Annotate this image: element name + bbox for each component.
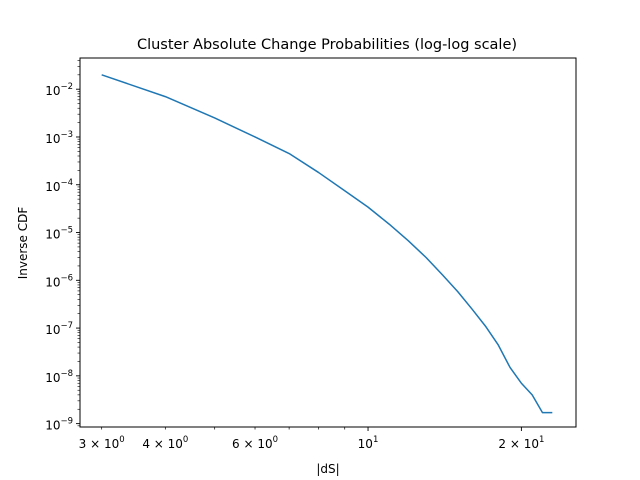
y-axis-label: Inverse CDF	[16, 207, 30, 280]
x-tick-label: 2 × 101	[498, 435, 544, 451]
x-tick-label: 4 × 100	[142, 435, 188, 451]
y-tick-label: 10−6	[45, 273, 73, 289]
y-tick-label: 10−4	[45, 178, 73, 194]
chart-title: Cluster Absolute Change Probabilities (l…	[137, 37, 517, 53]
y-tick-label: 10−9	[45, 417, 73, 433]
series-line	[101, 74, 553, 414]
y-tick-label: 10−7	[45, 321, 73, 337]
x-tick-label: 3 × 100	[79, 435, 125, 451]
y-tick-label: 10−3	[45, 130, 73, 146]
plot-frame	[79, 57, 577, 428]
x-axis-label: |dS|	[316, 462, 339, 476]
y-tick-label: 10−8	[45, 369, 73, 385]
x-tick-label: 101	[358, 435, 379, 451]
plot-area	[101, 74, 553, 414]
axis-ticks: 101 2 × 101 3 × 100 4 × 100 6 × 100 10−9 10−8 1…	[45, 60, 544, 451]
y-tick-label: 10−2	[45, 82, 73, 98]
y-tick-label: 10−5	[45, 226, 73, 242]
x-tick-label: 6 × 100	[232, 435, 278, 451]
